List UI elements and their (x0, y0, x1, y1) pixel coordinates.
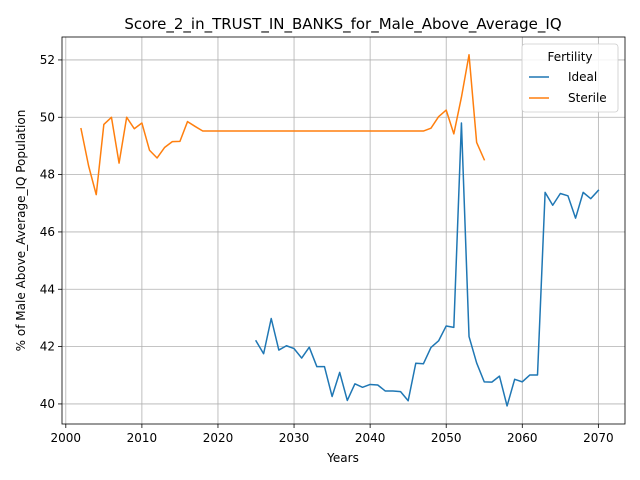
series-line-ideal (254, 122, 600, 407)
y-tick-label: 44 (40, 282, 55, 296)
y-tick-label: 52 (40, 53, 55, 67)
y-tick-label: 48 (40, 168, 55, 182)
chart-title: Score_2_in_TRUST_IN_BANKS_for_Male_Above… (124, 15, 561, 34)
plot-frame (61, 36, 626, 425)
y-tick-label: 50 (40, 110, 55, 124)
y-axis-title: % of Male Above_Average_IQ Population (14, 110, 28, 352)
y-tick-label: 40 (40, 397, 55, 411)
x-tick-label: 2000 (51, 431, 82, 445)
x-tick-label: 2040 (355, 431, 386, 445)
x-tick-label: 2050 (431, 431, 462, 445)
x-tick-label: 2010 (127, 431, 158, 445)
x-tick-label: 2070 (583, 431, 614, 445)
legend: Fertility Ideal Sterile (521, 43, 619, 113)
y-tick-label: 46 (40, 225, 55, 239)
grid (62, 37, 625, 424)
x-tick-label: 2030 (279, 431, 310, 445)
y-axis: 40 42 44 46 48 50 52 (40, 53, 62, 411)
x-axis: 2000 2010 2020 2030 2040 2050 2060 2070 (51, 424, 614, 445)
x-tick-label: 2060 (507, 431, 538, 445)
legend-title: Fertility (547, 50, 592, 64)
x-tick-label: 2020 (203, 431, 234, 445)
x-axis-title: Years (326, 451, 359, 465)
y-tick-label: 42 (40, 340, 55, 354)
series-lines (80, 54, 600, 407)
legend-box (521, 43, 619, 113)
series-line-sterile (80, 54, 486, 196)
legend-label-ideal: Ideal (568, 70, 597, 84)
legend-label-sterile: Sterile (568, 91, 607, 105)
